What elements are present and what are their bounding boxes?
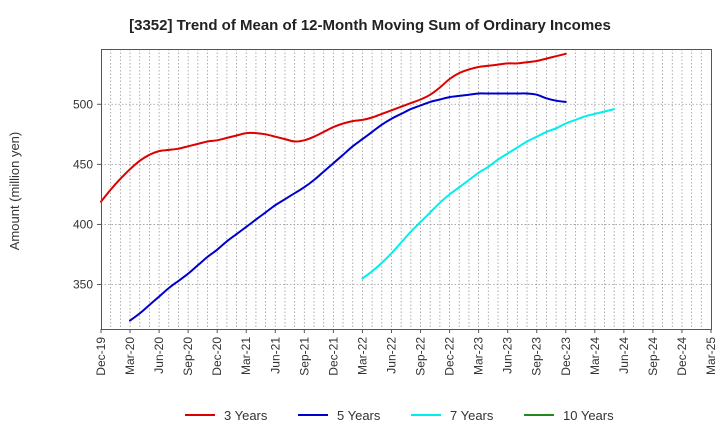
y-axis-label: Amount (million yen) (7, 132, 22, 251)
x-tick-label: Dec-24 (675, 337, 689, 376)
y-tick-label: 500 (73, 97, 93, 111)
x-tick-label: Dec-19 (94, 337, 108, 376)
y-axis-ticks: 350 400 450 500 (73, 97, 101, 292)
x-tick-label: Sep-22 (414, 337, 428, 376)
x-tick-label: Sep-23 (530, 337, 544, 376)
x-tick-label: Sep-20 (181, 337, 195, 376)
chart-title: [3352] Trend of Mean of 12-Month Moving … (129, 17, 611, 34)
y-tick-label: 400 (73, 217, 93, 231)
legend-label: 5 Years (337, 408, 381, 423)
x-tick-label: Mar-24 (588, 337, 602, 375)
x-tick-label: Jun-24 (617, 337, 631, 374)
legend-label: 7 Years (450, 408, 494, 423)
x-tick-label: Mar-20 (123, 337, 137, 375)
legend: 3 Years 5 Years 7 Years 10 Years (185, 408, 614, 423)
series-line-7-years (361, 108, 616, 280)
x-axis-ticks: Dec-19 Mar-20 Jun-20 Sep-20 Dec-20 Mar-21 Jun-… (94, 329, 718, 376)
x-tick-label: Jun-22 (384, 337, 398, 374)
x-tick-label: Dec-22 (443, 337, 457, 376)
x-tick-label: Dec-20 (210, 337, 224, 376)
x-tick-label: Dec-21 (326, 337, 340, 376)
x-tick-label: Jun-23 (501, 337, 515, 374)
legend-label: 10 Years (563, 408, 614, 423)
legend-label: 3 Years (224, 408, 268, 423)
x-tick-label: Mar-25 (704, 337, 718, 375)
y-tick-label: 350 (73, 278, 93, 292)
plot-frame (101, 49, 712, 330)
x-tick-label: Jun-20 (152, 337, 166, 374)
series-line-3-years (100, 52, 567, 203)
x-tick-label: Sep-24 (646, 337, 660, 376)
x-tick-label: Mar-22 (355, 337, 369, 375)
x-tick-label: Sep-21 (297, 337, 311, 376)
y-tick-label: 450 (73, 157, 93, 171)
x-tick-label: Dec-23 (559, 337, 573, 376)
x-tick-label: Jun-21 (268, 337, 282, 374)
series-layer (100, 52, 616, 322)
x-tick-label: Mar-21 (239, 337, 253, 375)
grid-layer (101, 49, 711, 329)
series-line-5-years (129, 92, 567, 322)
x-tick-label: Mar-23 (472, 337, 486, 375)
